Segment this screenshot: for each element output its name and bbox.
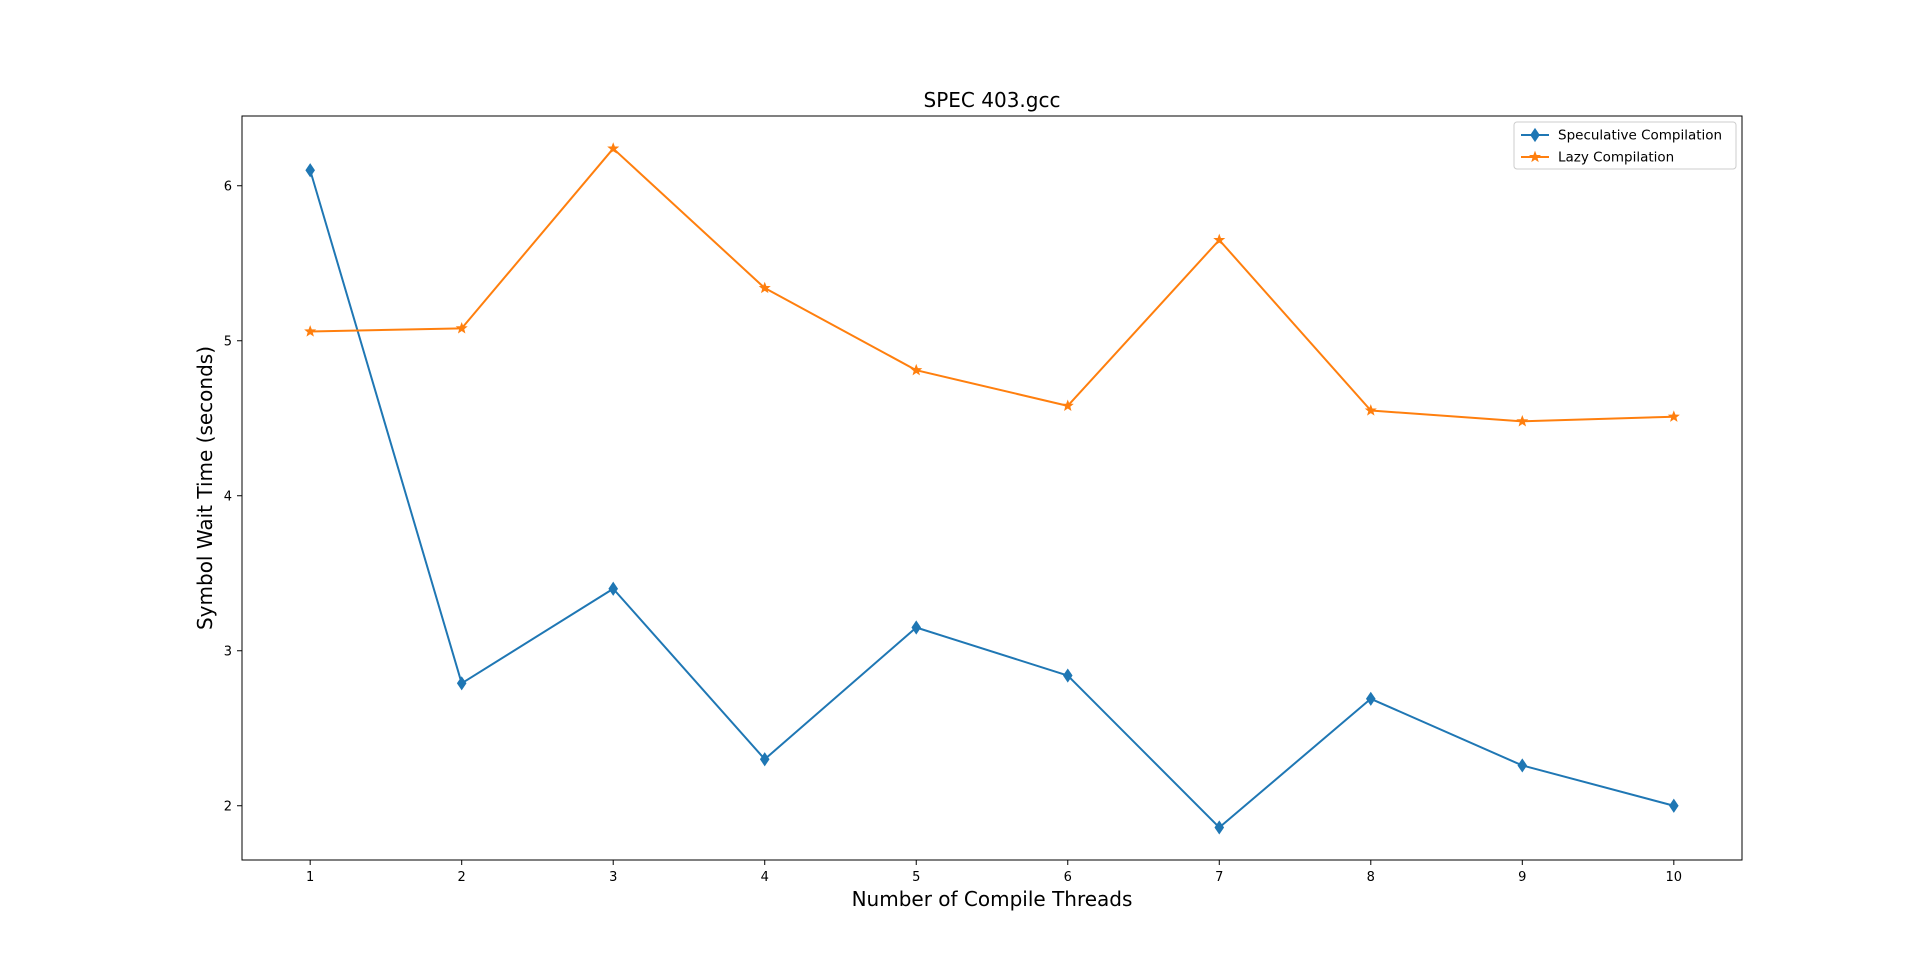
y-tick-label: 3 (224, 644, 232, 659)
x-tick-label: 10 (1666, 870, 1683, 885)
x-tick-label: 5 (912, 870, 920, 885)
series-line (309, 169, 1675, 829)
data-point-diamond (305, 163, 315, 178)
x-tick-label: 3 (609, 870, 617, 885)
series-speculative-compilation (305, 163, 1679, 835)
data-point-star (1516, 415, 1529, 427)
data-point-star (1667, 410, 1680, 422)
series-layer (304, 142, 1680, 835)
data-point-star (758, 281, 771, 294)
data-point-diamond (1365, 691, 1376, 706)
y-tick-label: 4 (224, 489, 232, 504)
data-point-diamond (759, 752, 770, 767)
plot-area-frame (241, 115, 1743, 861)
y-axis-ticks: 2 3 4 5 6 (224, 179, 242, 814)
y-tick-label: 5 (224, 334, 232, 349)
data-point-star (607, 142, 620, 154)
legend: Speculative Compilation Lazy Compilation (1513, 121, 1737, 170)
data-point-diamond (1669, 798, 1679, 813)
data-point-diamond (1530, 127, 1540, 143)
chart-title: SPEC 403.gcc (924, 88, 1061, 112)
data-point-star (1061, 399, 1074, 411)
legend-box (1513, 121, 1737, 170)
data-point-diamond (1214, 820, 1225, 835)
x-tick-label: 1 (306, 870, 314, 885)
x-tick-label: 4 (761, 870, 769, 885)
data-point-diamond (1517, 758, 1528, 773)
legend-item: Lazy Compilation (1521, 150, 1674, 166)
x-axis-label: Number of Compile Threads (852, 887, 1133, 911)
legend-label: Speculative Compilation (1558, 128, 1722, 144)
series-line (310, 147, 1674, 423)
legend-item: Speculative Compilation (1521, 128, 1722, 144)
data-point-star (1528, 150, 1542, 163)
x-axis-ticks: 1 2 3 4 5 6 7 8 9 10 (306, 860, 1682, 885)
legend-label: Lazy Compilation (1558, 150, 1674, 166)
x-tick-label: 6 (1064, 870, 1072, 885)
x-tick-label: 8 (1367, 870, 1375, 885)
data-point-star (455, 322, 468, 334)
x-tick-label: 7 (1215, 870, 1223, 885)
y-axis-label: Symbol Wait Time (seconds) (193, 346, 217, 630)
data-point-diamond (608, 581, 619, 596)
series-lazy-compilation (304, 142, 1680, 427)
data-point-diamond (911, 620, 922, 635)
data-point-diamond (456, 676, 467, 691)
y-tick-label: 2 (224, 799, 232, 814)
x-tick-label: 9 (1518, 870, 1526, 885)
data-point-star (910, 363, 923, 376)
y-tick-label: 6 (224, 179, 232, 194)
data-point-star (304, 325, 317, 337)
data-point-star (1213, 233, 1226, 246)
x-tick-label: 2 (458, 870, 466, 885)
data-point-star (1364, 404, 1377, 416)
data-point-diamond (1062, 668, 1073, 683)
